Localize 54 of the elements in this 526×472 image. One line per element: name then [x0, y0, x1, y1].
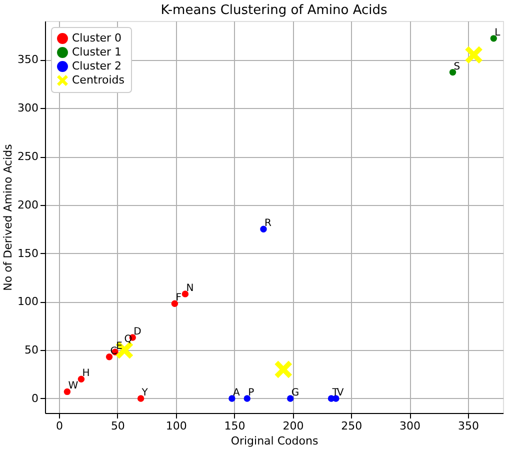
point	[449, 68, 456, 76]
legend-label: Cluster 1	[72, 46, 122, 58]
x-tick-label: 250	[341, 420, 362, 432]
annotation: P	[248, 387, 254, 398]
point	[490, 35, 498, 42]
point	[171, 300, 178, 307]
annotation: S	[454, 61, 460, 72]
y-tick-label: 50	[24, 344, 38, 357]
x-tick-label: 0	[56, 420, 64, 432]
annotation: N	[186, 282, 194, 294]
point	[137, 395, 144, 402]
annotation: W	[68, 380, 78, 392]
y-tick-label: 300	[18, 102, 38, 115]
annotation: H	[82, 368, 90, 380]
x-tick-label: 100	[166, 420, 187, 432]
y-tick-label: 200	[18, 198, 38, 212]
annotation: R	[264, 218, 272, 230]
x-axis-title: Original Codons	[230, 434, 318, 448]
point	[465, 46, 482, 64]
y-tick-label: 100	[18, 295, 38, 308]
point	[244, 395, 250, 402]
annotation: D	[134, 326, 142, 338]
point	[64, 388, 71, 396]
y-tick-label: 150	[18, 246, 38, 260]
legend-label: Cluster 2	[72, 60, 122, 72]
annotation: V	[336, 387, 344, 398]
annotation: Q	[124, 334, 132, 346]
x-tick-label: 200	[282, 420, 304, 432]
legend-label: Cluster 0	[72, 32, 122, 44]
y-tick-label: 250	[18, 150, 38, 164]
legend-label: Centroids	[72, 74, 125, 86]
point	[106, 354, 113, 360]
point	[182, 290, 189, 298]
y-tick-label: 350	[18, 53, 38, 66]
annotation: L	[494, 27, 501, 38]
annotation: G	[291, 387, 300, 398]
x-tick-label: 350	[458, 420, 479, 432]
annotation: A	[232, 387, 240, 398]
y-tick-label: 0	[32, 392, 38, 405]
point	[332, 395, 340, 402]
annotation: F	[176, 292, 182, 304]
point	[228, 395, 236, 402]
point	[287, 395, 294, 402]
chart-title: K-means Clustering of Amino Acids	[160, 3, 388, 18]
x-tick-label: 150	[224, 420, 246, 432]
point	[78, 376, 85, 382]
x-tick-label: 50	[110, 420, 125, 432]
annotation: Y	[140, 387, 149, 398]
annotation: T	[331, 387, 340, 398]
point	[274, 360, 292, 378]
point	[260, 226, 267, 232]
y-axis-title: No of Derived Amino Acids	[2, 144, 15, 291]
x-tick-label: 300	[400, 420, 421, 432]
annotation: E	[116, 341, 122, 352]
